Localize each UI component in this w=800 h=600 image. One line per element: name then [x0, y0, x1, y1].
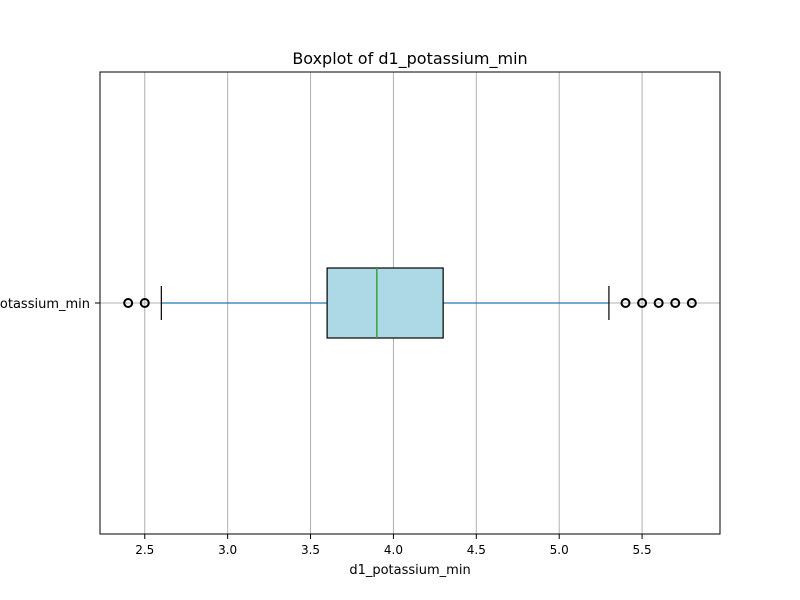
x-tick-label: 2.5	[135, 543, 154, 557]
x-tick-label: 4.5	[467, 543, 486, 557]
x-tick-label: 3.0	[218, 543, 237, 557]
outlier-point	[123, 298, 134, 308]
x-tick-label: 4.0	[384, 543, 403, 557]
y-category-label: d1_potassium_min	[0, 297, 90, 312]
plot-marks	[123, 267, 697, 339]
outlier-point	[653, 298, 664, 308]
outlier-point	[670, 298, 681, 308]
x-tick-label: 3.5	[301, 543, 320, 557]
x-tick-label: 5.0	[550, 543, 569, 557]
x-axis-label: d1_potassium_min	[349, 563, 470, 578]
outlier-point	[686, 298, 697, 308]
chart-title: Boxplot of d1_potassium_min	[292, 49, 527, 69]
iqr-box	[326, 267, 444, 339]
outlier-point	[620, 298, 631, 308]
outlier-point	[139, 298, 150, 308]
outlier-point	[637, 298, 648, 308]
x-axis-ticks: 2.5 3.0 3.5 4.0 4.5 5.0 5.5	[135, 534, 652, 557]
x-tick-label: 5.5	[633, 543, 652, 557]
